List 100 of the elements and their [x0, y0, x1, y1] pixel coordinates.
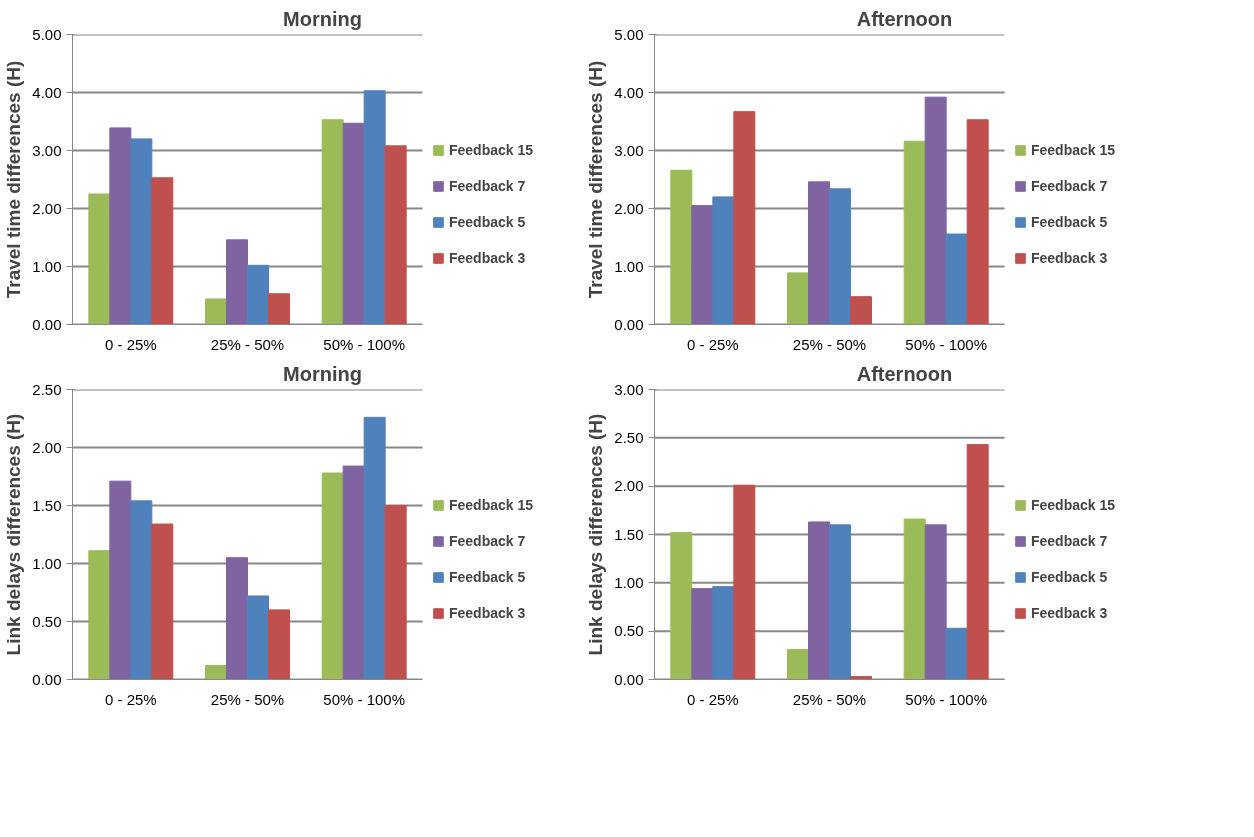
bar: [130, 138, 153, 325]
bar: [808, 521, 830, 680]
bar: [88, 193, 111, 325]
bar: [808, 181, 830, 325]
legend-label: Feedback 3: [449, 605, 526, 621]
legend-label: Feedback 15: [1031, 497, 1116, 513]
legend-label: Feedback 3: [1031, 605, 1108, 621]
x-tick-label: 25% - 50%: [792, 335, 867, 353]
y-axis-title: Link delays differences (H): [585, 413, 607, 656]
bar: [226, 557, 248, 680]
x-tick-label: 25% - 50%: [210, 335, 285, 353]
legend-label: Feedback 3: [449, 250, 526, 266]
bar: [363, 416, 386, 680]
y-tick-label: 0.00: [614, 315, 644, 333]
y-tick-label: 0.50: [32, 612, 62, 630]
y-tick-label: 0.00: [32, 670, 62, 688]
bar: [130, 500, 153, 680]
bar: [321, 472, 344, 680]
bar: [268, 609, 290, 680]
chart-title: Afternoon: [856, 362, 953, 385]
x-tick-label: 50% - 100%: [323, 690, 406, 708]
legend-label: Feedback 15: [1031, 142, 1116, 158]
legend-label: Feedback 15: [449, 142, 534, 158]
x-tick-label: 50% - 100%: [323, 335, 406, 353]
legend-label: Feedback 5: [1031, 569, 1108, 585]
bar: [342, 465, 365, 680]
y-tick-label: 2.00: [32, 199, 62, 217]
y-tick-label: 1.50: [614, 525, 644, 543]
legend-label: Feedback 5: [449, 569, 526, 585]
y-tick-label: 0.50: [614, 622, 644, 640]
bar: [829, 524, 851, 680]
legend-label: Feedback 5: [1031, 214, 1108, 230]
y-axis-title: Travel time differences (H): [585, 60, 607, 299]
x-tick-label: 0 - 25%: [686, 335, 739, 353]
bar: [151, 523, 174, 680]
legend-label: Feedback 3: [1031, 250, 1108, 266]
bar: [924, 524, 947, 680]
legend-label: Feedback 7: [449, 533, 526, 549]
x-tick-label: 50% - 100%: [905, 690, 988, 708]
bar: [670, 532, 693, 680]
bar: [321, 119, 344, 325]
y-tick-label: 2.00: [614, 477, 644, 495]
x-tick-label: 0 - 25%: [686, 690, 739, 708]
y-tick-label: 2.50: [614, 428, 644, 446]
bar: [850, 296, 872, 325]
bar: [712, 196, 735, 325]
bar: [691, 205, 714, 325]
legend-label: Feedback 7: [1031, 178, 1108, 194]
bar: [924, 96, 947, 325]
x-tick-label: 50% - 100%: [905, 335, 988, 353]
x-tick-label: 25% - 50%: [792, 690, 867, 708]
bar: [205, 665, 227, 680]
bar: [712, 586, 735, 680]
y-tick-label: 2.00: [32, 438, 62, 456]
bar: [691, 588, 714, 680]
bar: [205, 298, 227, 325]
chart-title: Morning: [283, 7, 362, 30]
bar: [829, 188, 851, 325]
y-tick-label: 1.00: [614, 573, 644, 591]
bar: [945, 233, 968, 325]
bar: [787, 272, 809, 325]
chart-title: Morning: [283, 362, 362, 385]
bar: [903, 140, 926, 325]
bar: [247, 264, 269, 325]
bar: [109, 127, 132, 325]
bar: [903, 518, 926, 680]
y-tick-label: 1.00: [32, 257, 62, 275]
y-axis-title: Link delays differences (H): [3, 413, 25, 656]
y-tick-label: 1.00: [614, 257, 644, 275]
y-tick-label: 3.00: [614, 141, 644, 159]
y-tick-label: 3.00: [614, 380, 644, 398]
y-tick-label: 0.00: [32, 315, 62, 333]
bar: [733, 484, 756, 680]
y-tick-label: 1.00: [32, 554, 62, 572]
bar: [787, 649, 809, 680]
bar: [966, 444, 989, 680]
y-tick-label: 4.00: [614, 83, 644, 101]
x-tick-label: 0 - 25%: [104, 690, 157, 708]
y-axis-title: Travel time differences (H): [3, 60, 25, 299]
bar: [945, 627, 968, 680]
bar: [109, 480, 132, 680]
bar: [247, 595, 269, 680]
bar: [151, 177, 174, 325]
y-tick-label: 3.00: [32, 141, 62, 159]
y-tick-label: 1.50: [32, 496, 62, 514]
y-tick-label: 4.00: [32, 83, 62, 101]
bar: [384, 505, 407, 680]
bar: [342, 122, 365, 325]
x-tick-label: 0 - 25%: [104, 335, 157, 353]
chart-title: Afternoon: [856, 7, 953, 30]
bar: [88, 550, 111, 680]
y-tick-label: 0.00: [614, 670, 644, 688]
bar: [226, 239, 248, 325]
legend-label: Feedback 5: [449, 214, 526, 230]
y-tick-label: 2.00: [614, 199, 644, 217]
bar: [670, 169, 693, 325]
bar: [363, 90, 386, 325]
bar: [384, 145, 407, 325]
legend-label: Feedback 15: [449, 497, 534, 513]
legend-label: Feedback 7: [449, 178, 526, 194]
